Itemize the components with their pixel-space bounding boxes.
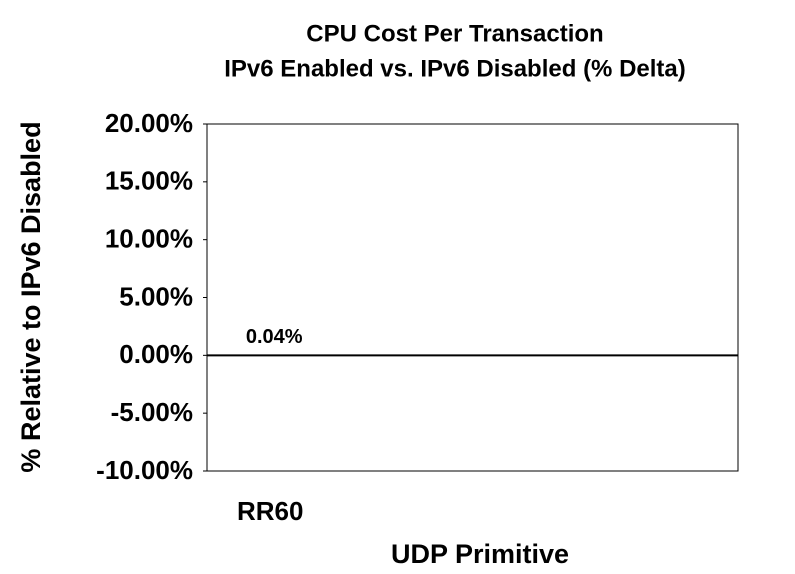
y-tick-label: 15.00% (105, 166, 193, 196)
chart-title: CPU Cost Per Transaction (306, 20, 603, 47)
x-tick-label: RR60 (237, 496, 303, 526)
y-tick-label: 10.00% (105, 224, 193, 254)
plot-frame (206, 123, 739, 472)
y-tick-label: 0.00% (119, 339, 193, 369)
y-tick-label: -5.00% (111, 397, 193, 427)
x-axis-label: UDP Primitive (391, 539, 569, 569)
y-tick-label: -10.00% (96, 455, 193, 485)
chart-subtitle: IPv6 Enabled vs. IPv6 Disabled (% Delta) (224, 55, 686, 82)
bar (225, 354, 315, 356)
y-axis-label: % Relative to IPv6 Disabled (16, 121, 46, 472)
data-label: 0.04% (246, 326, 303, 348)
y-tick-label: 5.00% (119, 281, 193, 311)
y-tick-label: 20.00% (105, 108, 193, 138)
